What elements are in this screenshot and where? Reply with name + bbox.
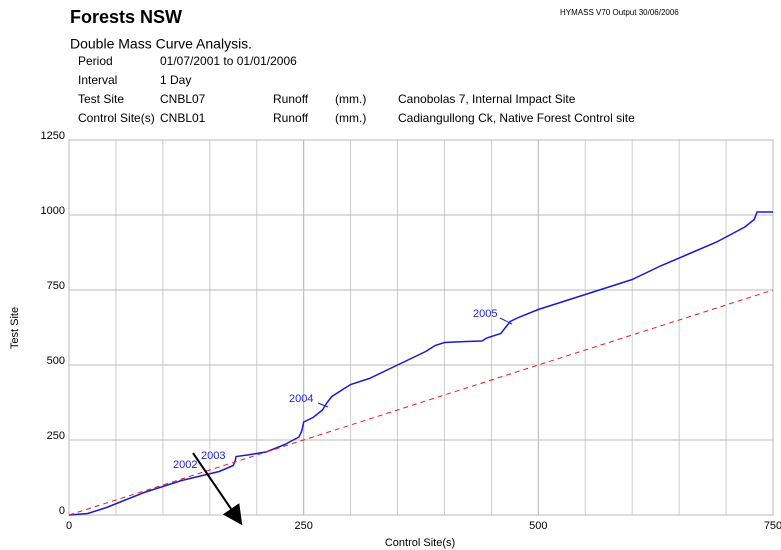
meta-cell: CNBL01 — [160, 111, 206, 125]
annotation-leader — [499, 317, 513, 325]
meta-cell: 1 Day — [160, 73, 191, 87]
x-axis-label: Control Site(s) — [385, 537, 455, 549]
subtitle: Double Mass Curve Analysis. — [70, 36, 252, 52]
year-annotation: 2003 — [201, 450, 225, 462]
meta-cell: Period — [78, 54, 113, 68]
meta-cell: (mm.) — [335, 111, 366, 125]
meta-cell: Control Site(s) — [78, 111, 155, 125]
meta-cell: Runoff — [273, 111, 309, 125]
year-annotation: 2004 — [289, 393, 313, 405]
y-tick-label: 0 — [59, 505, 65, 517]
x-tick-label: 250 — [294, 520, 312, 532]
arrow — [192, 452, 243, 526]
meta-cell: Canobolas 7, Internal Impact Site — [398, 92, 576, 106]
meta-cell: Test Site — [78, 92, 124, 106]
meta-cell: Runoff — [273, 92, 309, 106]
year-annotation: 2005 — [473, 308, 497, 320]
meta-cell: Cadiangullong Ck, Native Forest Control … — [398, 111, 635, 125]
y-tick-label: 750 — [47, 280, 65, 292]
title: Forests NSW — [70, 7, 182, 27]
meta-cell: Interval — [78, 73, 117, 87]
x-tick-label: 500 — [529, 520, 547, 532]
annotation-leader — [317, 402, 329, 408]
x-tick-label: 0 — [66, 520, 72, 532]
series-line — [68, 211, 773, 516]
y-tick-label: 1250 — [41, 130, 65, 142]
meta-cell: 01/07/2001 to 01/01/2006 — [160, 54, 297, 68]
meta-cell: CNBL07 — [160, 92, 206, 106]
year-annotation: 2002 — [173, 459, 197, 471]
x-tick-label: 750 — [764, 520, 781, 532]
y-tick-label: 250 — [47, 430, 65, 442]
y-axis-label: Test Site — [9, 307, 21, 349]
series-line — [68, 289, 774, 516]
y-tick-label: 500 — [47, 355, 65, 367]
y-tick-label: 1000 — [41, 205, 65, 217]
meta-cell: (mm.) — [335, 92, 366, 106]
version: HYMASS V70 Output 30/06/2006 — [560, 8, 679, 17]
